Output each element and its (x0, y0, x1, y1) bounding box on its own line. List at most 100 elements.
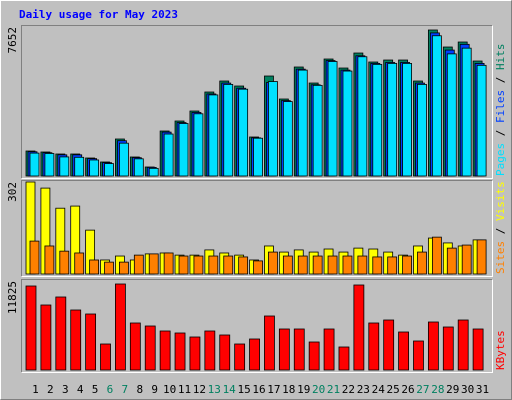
x-tick-label: 6 (107, 383, 114, 396)
bar (372, 63, 383, 177)
bar (44, 153, 55, 177)
y-tick-label: 11825 (6, 281, 19, 314)
bar (148, 167, 159, 177)
panel-shadow (21, 180, 493, 277)
x-tick-label: 28 (431, 383, 444, 396)
legend: KBytes (494, 330, 507, 370)
bar (398, 331, 409, 371)
bar (431, 236, 442, 275)
bar (417, 251, 427, 275)
legend-separator: / (494, 123, 507, 143)
bar (342, 70, 353, 177)
bar (29, 152, 40, 177)
legend-entry: KBytes (494, 330, 507, 370)
bar (204, 330, 216, 371)
panel-light (21, 279, 493, 373)
bar (74, 156, 85, 177)
bar (163, 252, 174, 275)
bar (253, 137, 263, 177)
x-tick-label: 15 (237, 383, 250, 396)
legend-entry: Sites (494, 241, 507, 274)
panel-shadow (21, 279, 493, 373)
bar (308, 341, 320, 371)
bar (178, 123, 189, 177)
bar (282, 255, 293, 275)
bar (163, 133, 174, 177)
x-tick-label: 2 (47, 383, 54, 396)
bar (297, 69, 308, 177)
bar (115, 283, 126, 371)
bar (312, 84, 323, 177)
bar (148, 253, 159, 275)
bar (297, 255, 308, 275)
bar (357, 56, 368, 177)
bar (85, 313, 97, 371)
y-tick-label: 7652 (6, 27, 19, 54)
bar (193, 113, 204, 177)
x-tick-label: 31 (476, 383, 489, 396)
bar (357, 255, 368, 275)
bar (208, 255, 219, 275)
bar (193, 255, 204, 275)
bar (446, 53, 457, 177)
panel-light (21, 180, 493, 277)
x-tick-label: 1 (32, 383, 39, 396)
x-tick-label: 16 (252, 383, 265, 396)
chart-title: Daily usage for May 2023 (19, 8, 178, 21)
bar (327, 61, 338, 177)
bar (268, 251, 278, 275)
bar (70, 309, 82, 371)
bar (223, 84, 234, 177)
bar (312, 255, 323, 275)
bar (387, 256, 398, 275)
bar (238, 256, 249, 275)
x-tick-label: 5 (92, 383, 99, 396)
bar (119, 261, 129, 275)
bar (342, 255, 353, 275)
bar (427, 321, 439, 371)
x-tick-label: 11 (178, 383, 191, 396)
bar (472, 328, 484, 371)
x-tick-label: 27 (416, 383, 429, 396)
x-tick-label: 19 (297, 383, 310, 396)
bar (174, 332, 186, 371)
bar (476, 239, 487, 275)
bar (368, 322, 380, 371)
x-tick-label: 24 (372, 383, 386, 396)
legend-separator: / (494, 70, 507, 90)
bar (372, 256, 383, 275)
x-tick-label: 21 (327, 383, 340, 396)
bar (323, 328, 335, 371)
bar (29, 240, 40, 275)
bar (104, 163, 114, 177)
x-tick-label: 4 (77, 383, 84, 396)
bar (268, 81, 278, 177)
x-tick-label: 3 (62, 383, 69, 396)
bar (327, 255, 338, 275)
x-tick-label: 18 (282, 383, 295, 396)
legend-entry: Files (494, 90, 507, 123)
x-tick-label: 22 (342, 383, 355, 396)
x-tick-label: 25 (387, 383, 400, 396)
x-tick-label: 29 (446, 383, 459, 396)
bar (189, 336, 201, 371)
legend-entry: Pages (494, 143, 507, 176)
bar (59, 156, 70, 177)
bar (338, 346, 350, 371)
bar (144, 325, 156, 371)
bar (461, 47, 472, 177)
legend: Sites / Visits (494, 181, 507, 274)
bar (234, 343, 246, 371)
x-tick-label: 30 (461, 383, 474, 396)
bar (264, 315, 275, 371)
legend-entry: Hits (494, 44, 507, 71)
bar (431, 35, 442, 177)
bar (417, 84, 427, 177)
bar (238, 88, 249, 177)
bar (40, 304, 52, 371)
bar (44, 245, 55, 275)
x-tick-label: 23 (357, 383, 370, 396)
y-tick-label: 302 (6, 182, 19, 202)
x-tick-label: 20 (312, 383, 325, 396)
